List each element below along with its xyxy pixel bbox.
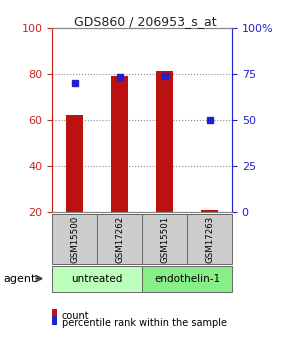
Text: count: count (62, 311, 89, 321)
Text: GSM15500: GSM15500 (70, 215, 79, 263)
Bar (66, 115, 83, 212)
Text: endothelin-1: endothelin-1 (154, 274, 220, 284)
Bar (142, 214, 187, 264)
Text: GSM17263: GSM17263 (205, 215, 214, 263)
Bar (52, 214, 97, 264)
Bar (52, 309, 57, 318)
Bar (187, 214, 232, 264)
Text: GSM17262: GSM17262 (115, 215, 124, 263)
Bar (52, 266, 142, 292)
Bar (156, 71, 173, 212)
Bar (52, 316, 57, 325)
Bar (142, 266, 232, 292)
Bar (97, 214, 142, 264)
Text: GSM15501: GSM15501 (160, 215, 169, 263)
Text: percentile rank within the sample: percentile rank within the sample (62, 318, 227, 327)
Text: untreated: untreated (71, 274, 123, 284)
Bar (111, 76, 128, 212)
Text: agent: agent (3, 274, 35, 284)
Text: GDS860 / 206953_s_at: GDS860 / 206953_s_at (74, 15, 216, 28)
Bar (201, 210, 218, 212)
